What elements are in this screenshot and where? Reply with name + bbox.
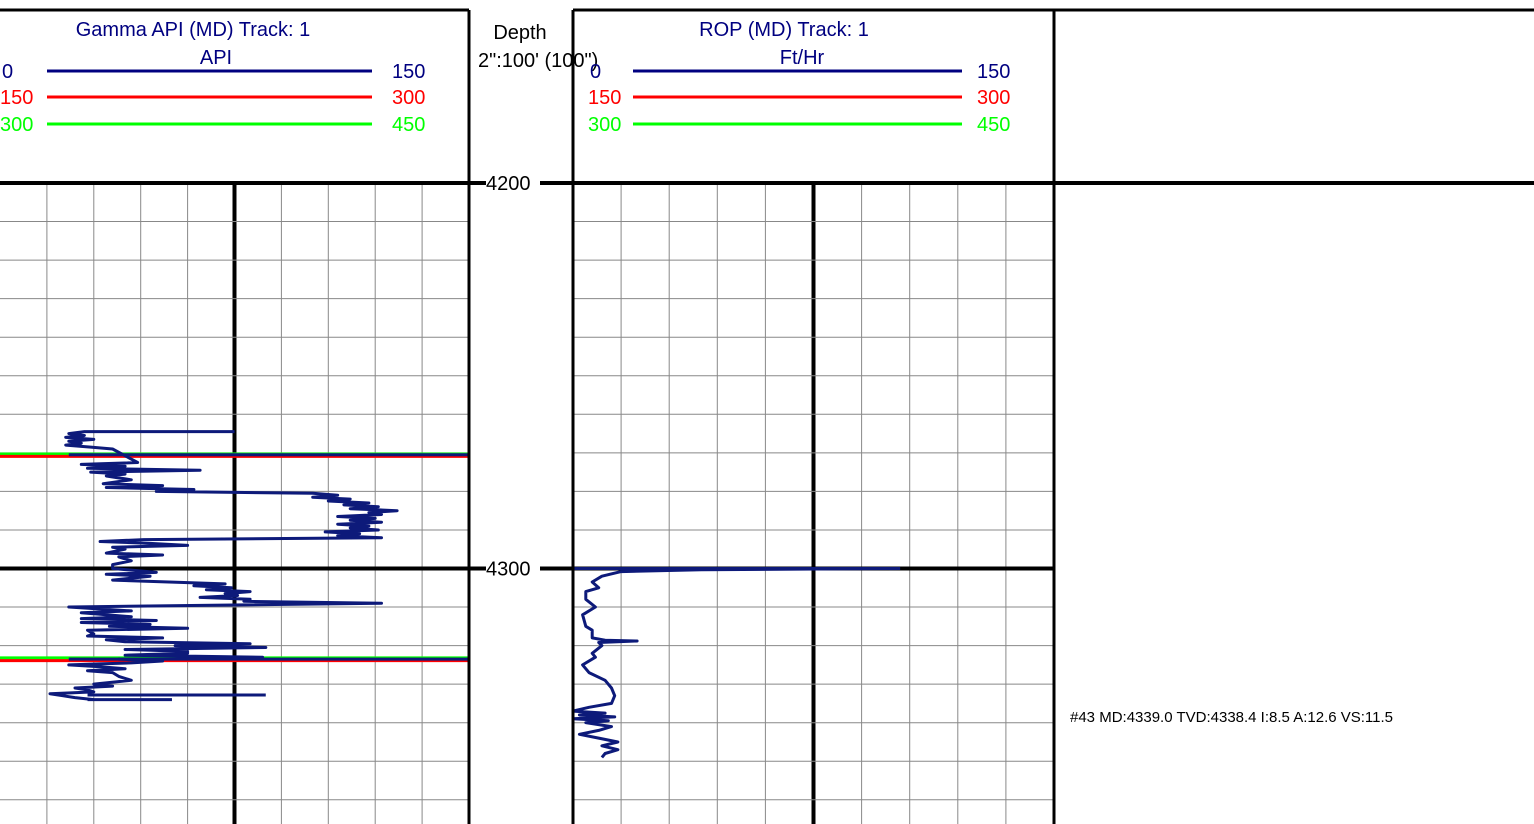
curve-line <box>571 567 901 759</box>
legend-max-label: 300 <box>977 87 1010 109</box>
legend-max-label: 300 <box>392 87 425 109</box>
legend-max-label: 450 <box>977 114 1010 136</box>
depth-tick-label: 4300 <box>486 559 531 581</box>
legend-min-label: 0 <box>590 61 601 83</box>
track1-gamma-curve <box>48 430 469 702</box>
log-frame <box>0 8 1534 824</box>
track2-grid <box>573 183 1054 824</box>
track1-title: Gamma API (MD) Track: 1 <box>76 19 310 41</box>
legend-min-label: 150 <box>0 87 33 109</box>
depth-track-ticks: 4200 4300 <box>469 173 573 581</box>
legend-max-label: 150 <box>977 61 1010 83</box>
legend-max-label: 150 <box>392 61 425 83</box>
track1-unit: API <box>200 47 232 69</box>
legend-min-label: 300 <box>588 114 621 136</box>
legend-max-label: 450 <box>392 114 425 136</box>
curve-line <box>48 430 399 702</box>
track2-scale-legend: 0 150 150 300 300 450 <box>588 61 1010 136</box>
track2-rop-curve <box>571 567 901 759</box>
depth-tick-label: 4200 <box>486 173 531 195</box>
legend-min-label: 150 <box>588 87 621 109</box>
legend-min-label: 0 <box>2 61 13 83</box>
track2-unit: Ft/Hr <box>780 47 825 69</box>
depth-scale-label: 2":100' (100") <box>478 50 598 72</box>
survey-annotation: #43 MD:4339.0 TVD:4338.4 I:8.5 A:12.6 VS… <box>1070 709 1393 726</box>
track1-grid <box>0 183 469 824</box>
legend-min-label: 300 <box>0 114 33 136</box>
track2-title: ROP (MD) Track: 1 <box>699 19 869 41</box>
depth-title: Depth <box>493 22 546 44</box>
track1-scale-legend: 0 150 150 300 300 450 <box>0 61 425 136</box>
